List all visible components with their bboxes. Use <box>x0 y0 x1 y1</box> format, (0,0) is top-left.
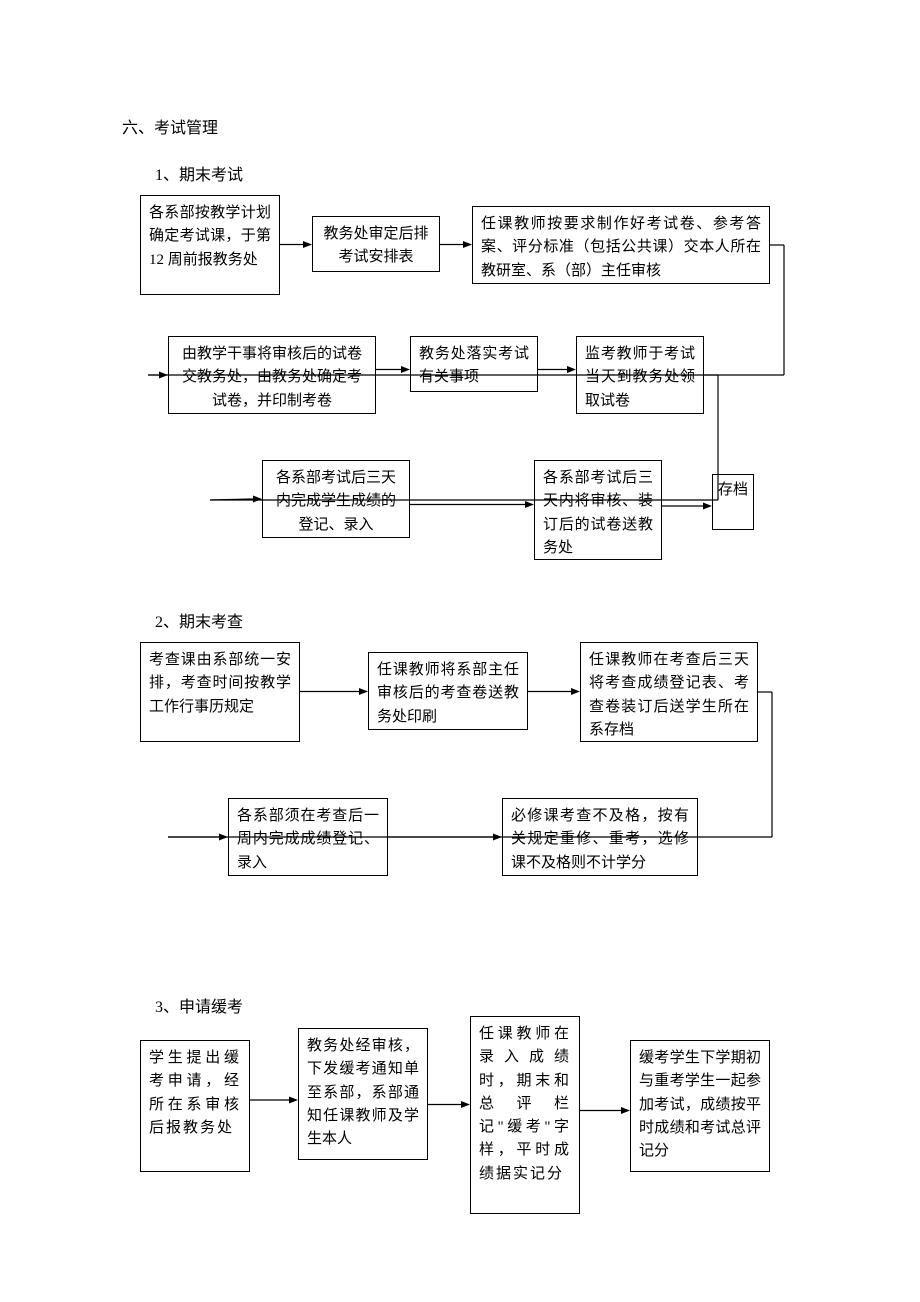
node-s1n5: 教务处落实考试有关事项 <box>410 336 538 392</box>
node-s1n1: 各系部按教学计划确定考试课，于第 12 周前报教务处 <box>140 195 280 295</box>
node-s1n3: 任课教师按要求制作好考试卷、参考答案、评分标准（包括公共课）交本人所在教研室、系… <box>472 206 770 284</box>
node-s1n6: 监考教师于考试当天到教务处领取试卷 <box>576 336 704 414</box>
node-s1n4: 由教学干事将审核后的试卷交教务处，由教务处确定考试卷，并印制考卷 <box>168 336 376 414</box>
subheading-3: 3、申请缓考 <box>155 993 243 1017</box>
page: 六、考试管理 1、期末考试 2、期末考查 3、申请缓考 各系部按教学计划确定考试… <box>0 0 920 1302</box>
node-s1n7: 各系部考试后三天内完成学生成绩的登记、录入 <box>262 460 410 538</box>
node-s2n2: 任课教师将系部主任审核后的考查卷送教务处印刷 <box>368 652 528 730</box>
node-s3n4: 缓考学生下学期初与重考学生一起参加考试，成绩按平时成绩和考试总评记分 <box>630 1040 770 1172</box>
subheading-1: 1、期末考试 <box>155 161 243 185</box>
node-s3n1: 学生提出缓考申请，经所在系审核后报教务处 <box>140 1040 250 1172</box>
node-s2n1: 考查课由系部统一安排，考查时间按教学工作行事历规定 <box>140 642 300 742</box>
node-s1n8: 各系部考试后三天内将审核、装订后的试卷送教务处 <box>534 460 662 560</box>
node-s2n5: 必修课考查不及格，按有关规定重修、重考，选修课不及格则不计学分 <box>502 798 698 876</box>
connectors-svg <box>0 0 920 1302</box>
node-s2n3: 任课教师在考查后三天将考查成绩登记表、考查卷装订后送学生所在系存档 <box>580 642 758 742</box>
subheading-2: 2、期末考查 <box>155 608 243 632</box>
heading-main: 六、考试管理 <box>122 114 218 138</box>
node-s2n4: 各系部须在考查后一周内完成成绩登记、录入 <box>228 798 388 876</box>
node-s1n2: 教务处审定后排考试安排表 <box>312 216 440 272</box>
node-s3n2: 教务处经审核，下发缓考通知单至系部，系部通知任课教师及学生本人 <box>298 1028 428 1160</box>
node-s3n3: 任课教师在录入成绩时，期末和总评栏记"缓考"字样，平时成绩据实记分 <box>470 1016 580 1214</box>
node-s1n9: 存档 <box>712 474 754 530</box>
